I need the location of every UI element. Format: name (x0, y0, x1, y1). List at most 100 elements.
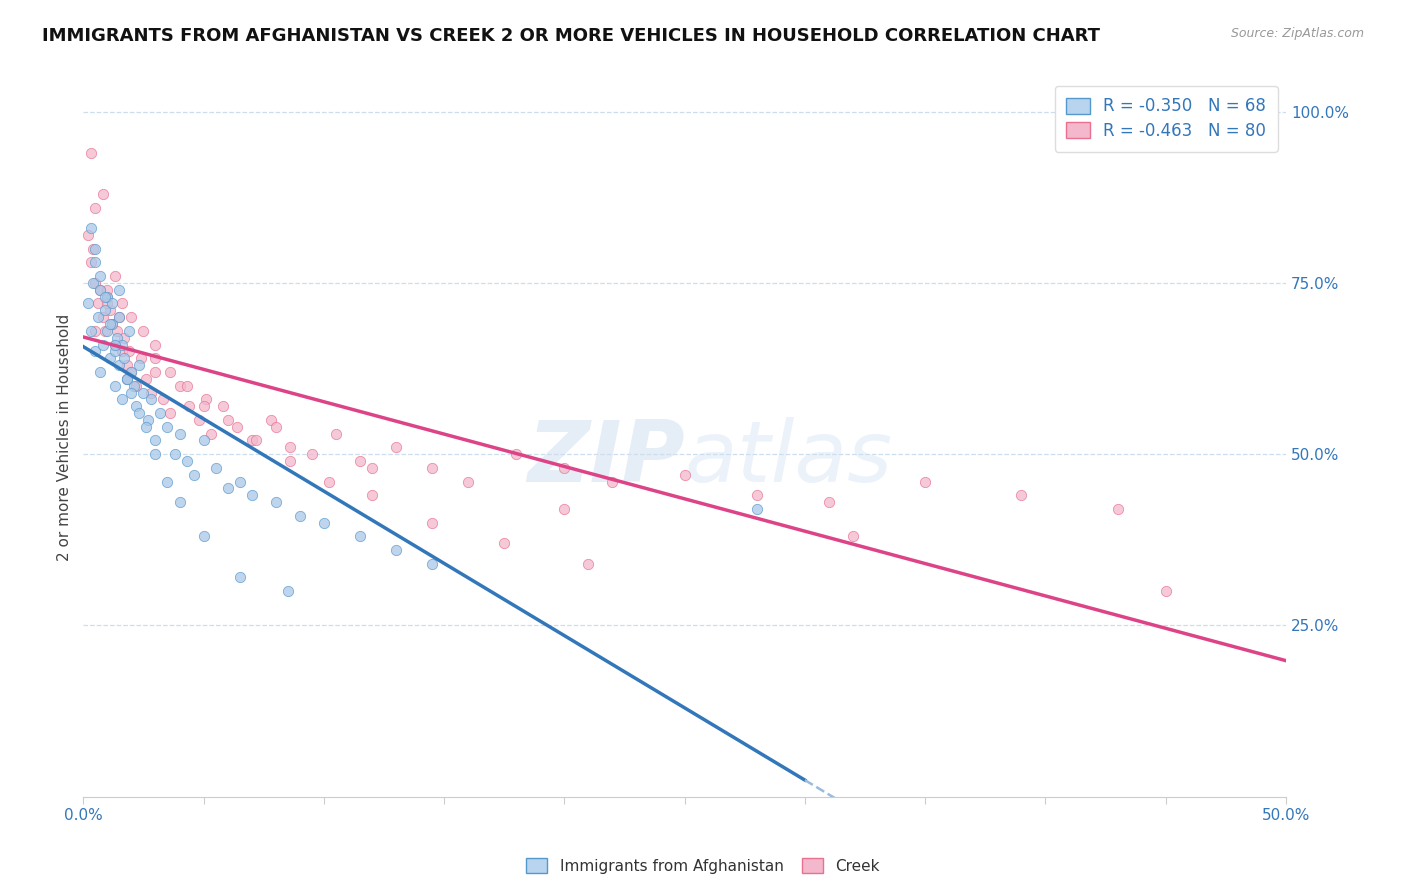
Point (745, 488, 768, 502)
Point (385, 543, 408, 558)
Point (108, 358, 131, 372)
Point (96, 290, 118, 304)
Point (89, 269, 111, 284)
Point (312, 516, 335, 530)
Point (139, 385, 162, 400)
Point (553, 461, 575, 475)
Point (264, 495, 287, 509)
Point (145, 447, 167, 461)
Point (91, 337, 114, 351)
Point (120, 365, 142, 379)
Point (77, 227, 100, 242)
Point (108, 310, 131, 325)
Point (240, 434, 263, 448)
Point (79, 255, 101, 269)
Text: ZIP: ZIP (527, 417, 685, 500)
Point (156, 475, 179, 489)
Point (176, 378, 198, 392)
Point (84, 201, 107, 215)
Point (194, 392, 217, 407)
Point (420, 461, 443, 475)
Point (361, 461, 384, 475)
Point (240, 488, 263, 502)
Point (578, 557, 600, 571)
Point (91, 186, 114, 201)
Point (84, 242, 107, 256)
Point (135, 419, 157, 434)
Point (91, 310, 114, 325)
Point (101, 317, 124, 331)
Point (103, 269, 125, 284)
Legend: R = -0.350   N = 68, R = -0.463   N = 80: R = -0.350 N = 68, R = -0.463 N = 80 (1054, 86, 1278, 152)
Point (103, 337, 125, 351)
Point (494, 536, 516, 550)
Point (132, 324, 155, 338)
Point (94, 324, 117, 338)
Point (842, 529, 865, 543)
Point (132, 385, 155, 400)
Legend: Immigrants from Afghanistan, Creek: Immigrants from Afghanistan, Creek (520, 852, 886, 880)
Point (103, 337, 125, 351)
Point (82, 242, 104, 256)
Point (673, 467, 696, 482)
Point (457, 475, 479, 489)
Point (204, 461, 226, 475)
Point (193, 434, 215, 448)
Point (112, 331, 135, 345)
Point (156, 419, 179, 434)
Point (122, 378, 145, 392)
Point (187, 413, 209, 427)
Point (264, 419, 287, 434)
Point (82, 276, 104, 290)
Point (385, 440, 408, 454)
Point (111, 337, 134, 351)
Point (120, 310, 142, 325)
Point (176, 454, 198, 468)
Point (103, 344, 125, 359)
Point (96, 290, 118, 304)
Point (120, 365, 142, 379)
Point (193, 529, 215, 543)
Point (914, 475, 936, 489)
Point (77, 296, 100, 310)
Point (318, 475, 340, 489)
Point (118, 344, 141, 359)
Point (183, 467, 205, 482)
Point (129, 351, 152, 366)
Point (108, 283, 131, 297)
Point (228, 475, 250, 489)
Point (745, 502, 768, 516)
Point (125, 378, 148, 392)
Point (149, 406, 172, 420)
Point (125, 399, 148, 413)
Point (505, 447, 527, 461)
Point (200, 426, 222, 441)
Point (217, 413, 239, 427)
Point (325, 426, 347, 441)
Point (169, 426, 191, 441)
Point (818, 495, 841, 509)
Point (118, 324, 141, 338)
Point (277, 584, 299, 599)
Point (128, 406, 150, 420)
Point (420, 557, 443, 571)
Point (84, 276, 107, 290)
Point (84, 324, 107, 338)
Point (87, 296, 110, 310)
Point (96, 296, 118, 310)
Point (128, 358, 150, 372)
Point (1154, 584, 1177, 599)
Point (112, 351, 135, 366)
Point (96, 283, 118, 297)
Point (139, 392, 162, 407)
Point (105, 331, 128, 345)
Point (602, 475, 624, 489)
Point (145, 434, 167, 448)
Point (245, 434, 267, 448)
Point (159, 365, 181, 379)
Point (120, 385, 142, 400)
Point (349, 454, 371, 468)
Point (135, 372, 157, 386)
Point (115, 372, 138, 386)
Point (98, 351, 121, 366)
